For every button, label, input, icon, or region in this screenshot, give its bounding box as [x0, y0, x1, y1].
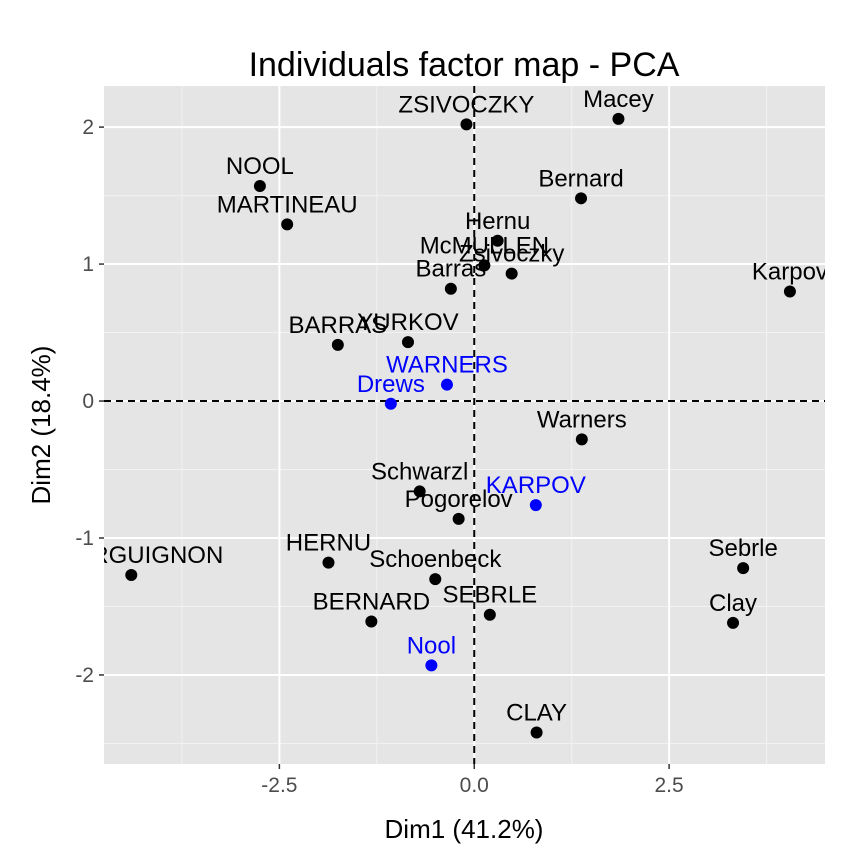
data-point — [281, 218, 294, 231]
point-label: KARPOV — [486, 472, 586, 499]
chart-title: Individuals factor map - PCA — [249, 46, 680, 84]
y-tick-label: 1 — [82, 253, 94, 276]
data-point — [575, 192, 588, 205]
data-point — [483, 608, 496, 621]
data-point — [444, 282, 457, 295]
point-label: YURKOV — [357, 309, 458, 336]
point-label: BARRAS — [288, 312, 387, 339]
data-point — [505, 267, 518, 280]
point-label: Sebrle — [708, 535, 777, 562]
data-point — [452, 512, 465, 525]
point-label: WARNERS — [386, 352, 508, 379]
data-point — [737, 562, 750, 575]
point-label: CLAY — [506, 699, 567, 726]
point-label: SEBRLE — [442, 582, 537, 609]
data-point — [322, 556, 335, 569]
data-point — [478, 259, 491, 272]
axis-ticks: -2.5 0.0 2.5 -2 -1 0 1 2 — [75, 116, 683, 797]
data-point — [401, 336, 414, 349]
point-label: Zsivoczky — [459, 241, 564, 268]
data-point — [440, 378, 453, 391]
point-label: Schoenbeck — [369, 546, 502, 573]
point-label: Bernard — [538, 165, 623, 192]
point-label: Schwarzl — [371, 458, 468, 485]
point-label: Barras — [416, 256, 487, 283]
y-tick-label: -2 — [75, 664, 94, 687]
data-point — [575, 433, 588, 446]
y-axis-title: Dim2 (18.4%) — [26, 346, 56, 505]
x-tick-label: 0.0 — [460, 774, 489, 797]
point-label: Drews — [357, 371, 425, 398]
data-point — [491, 234, 504, 247]
y-tick-label: 0 — [82, 390, 94, 413]
data-point — [365, 615, 378, 628]
data-point — [425, 659, 438, 672]
point-label: ZSIVOCZKY — [398, 91, 534, 118]
data-point — [331, 338, 344, 351]
point-label: Warners — [537, 406, 627, 433]
data-points: ZSIVOCZKY Macey NOOL MARTINEAU Bernard HernuM… — [39, 86, 828, 739]
data-point — [429, 573, 442, 586]
y-tick-label: -1 — [75, 527, 94, 550]
x-tick-label: -2.5 — [261, 774, 297, 797]
point-label: Karpov — [752, 258, 828, 285]
data-point — [727, 616, 740, 629]
data-point — [612, 112, 625, 125]
reference-lines — [104, 86, 825, 764]
x-tick-label: 2.5 — [655, 774, 684, 797]
x-axis-title: Dim1 (41.2%) — [385, 814, 544, 844]
data-point — [783, 285, 796, 298]
point-label: McMULLEN — [420, 232, 549, 259]
data-point — [529, 499, 542, 512]
point-label: Pogorelov — [405, 486, 513, 513]
data-point — [530, 726, 543, 739]
point-label: BOURGUIGNON — [39, 542, 223, 569]
data-point — [460, 118, 473, 131]
point-label: NOOL — [226, 153, 294, 180]
point-label: MARTINEAU — [217, 191, 358, 218]
plot-panel — [104, 86, 825, 764]
point-label: BERNARD — [313, 589, 430, 616]
point-label: Nool — [407, 632, 456, 659]
point-label: HERNU — [286, 530, 371, 557]
point-label: Hernu — [465, 208, 530, 235]
y-tick-label: 2 — [82, 116, 94, 139]
data-point — [253, 179, 266, 192]
data-point — [413, 485, 426, 498]
data-point — [384, 397, 397, 410]
point-label: Macey — [583, 86, 654, 113]
point-label: Clay — [709, 590, 757, 617]
data-point — [125, 568, 138, 581]
